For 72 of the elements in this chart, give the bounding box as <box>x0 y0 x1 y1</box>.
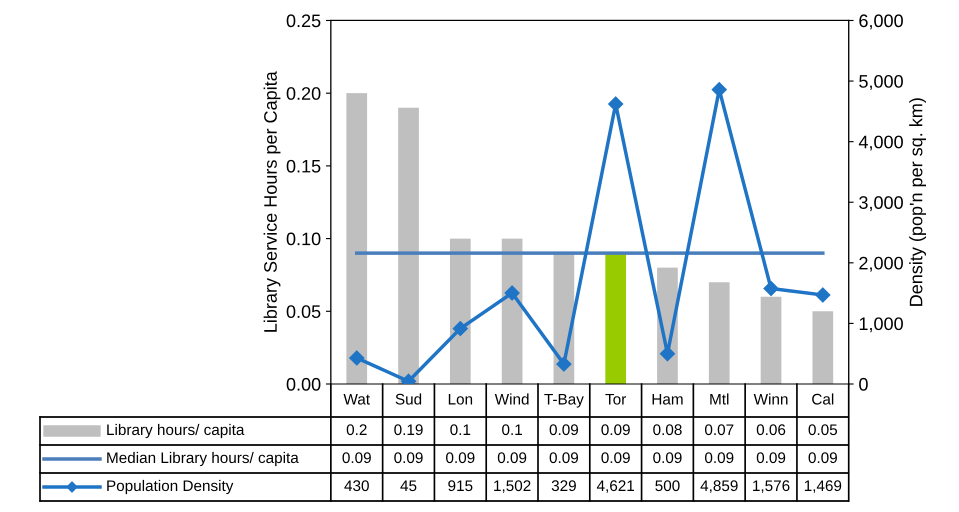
bar <box>450 238 471 384</box>
data-label: 0.2 <box>346 424 367 436</box>
data-label: 0.1 <box>450 424 470 436</box>
data-label: 4,859 <box>700 480 738 493</box>
point <box>349 350 364 366</box>
data-label: 0.1 <box>502 424 522 436</box>
point <box>452 320 468 336</box>
x-tick-label: Mtl <box>710 393 728 405</box>
data-label: 45 <box>400 480 416 492</box>
data-label: 1,502 <box>494 480 530 493</box>
data-label: 1,469 <box>804 480 842 493</box>
x-tick-label: Wind <box>494 393 529 405</box>
legend-label: Population Density <box>107 480 234 494</box>
x-tick-label: Winn <box>754 393 788 404</box>
y-tick-label: 0.10 <box>286 232 320 246</box>
x-tick-label: Cal <box>812 393 834 405</box>
data-label: 0.09 <box>704 452 734 464</box>
x-tick-label: Lon <box>448 394 472 405</box>
y2-tick-label: 1,000 <box>860 317 903 332</box>
point <box>815 287 830 303</box>
x-tick-label: Wat <box>344 394 370 405</box>
data-label: 0.06 <box>756 424 786 436</box>
y-tick-label: 0.05 <box>286 305 320 318</box>
y2-tick-label: 4,000 <box>858 136 903 151</box>
y2-tick-label: 3,000 <box>859 196 903 212</box>
data-label: 0.08 <box>653 424 682 436</box>
y2-tick-label: 0 <box>859 378 868 391</box>
legend-label: Median Library hours/ capita <box>107 452 299 466</box>
data-label: 4,621 <box>596 480 634 493</box>
data-label: 0.09 <box>394 452 423 464</box>
x-tick-label: Sud <box>396 393 422 405</box>
data-label: 329 <box>552 480 576 492</box>
data-label: 0.09 <box>756 452 786 464</box>
point <box>504 285 520 301</box>
x-tick-label: Tor <box>605 394 626 405</box>
data-label: 0.09 <box>446 452 474 464</box>
point <box>556 356 572 372</box>
y2-tick-label: 2,000 <box>859 256 903 272</box>
y2-tick-label: 5,000 <box>859 75 903 90</box>
data-label: 1,576 <box>753 480 790 493</box>
bar <box>708 282 730 384</box>
y2-axis-title: Density (pop'n per sq. km) <box>909 98 926 306</box>
data-label: 0.09 <box>550 424 578 436</box>
bar <box>346 93 368 384</box>
data-label: 0.09 <box>498 452 526 464</box>
data-label: 0.09 <box>653 452 682 464</box>
y-tick-label: 0.20 <box>286 87 320 100</box>
data-label: 0.05 <box>808 424 838 436</box>
data-label: 915 <box>448 480 472 492</box>
bar <box>812 311 834 384</box>
x-tick-label: Ham <box>652 394 683 405</box>
bar <box>398 108 419 384</box>
bar <box>502 238 522 384</box>
y2-tick-label: 6,000 <box>859 14 903 30</box>
data-label: 0.09 <box>601 424 630 436</box>
data-label: 0.09 <box>342 452 371 464</box>
data-label: 500 <box>655 480 680 492</box>
y-tick-label: 0.25 <box>286 14 320 28</box>
x-tick-label: T-Bay <box>544 394 584 408</box>
y-axis-title: Library Service Hours per Capita <box>264 71 280 332</box>
data-label: 0.09 <box>550 452 578 464</box>
data-label: 430 <box>344 480 369 492</box>
data-label: 0.09 <box>601 452 630 464</box>
legend-label: Library hours/ capita <box>107 424 244 438</box>
data-label: 0.07 <box>704 424 734 436</box>
y-tick-label: 0.15 <box>286 160 320 173</box>
point <box>763 280 779 296</box>
y-tick-label: 0.00 <box>286 378 320 391</box>
data-label: 0.09 <box>808 452 837 464</box>
bar <box>605 253 626 384</box>
bar <box>760 296 782 384</box>
data-label: 0.19 <box>394 424 423 436</box>
